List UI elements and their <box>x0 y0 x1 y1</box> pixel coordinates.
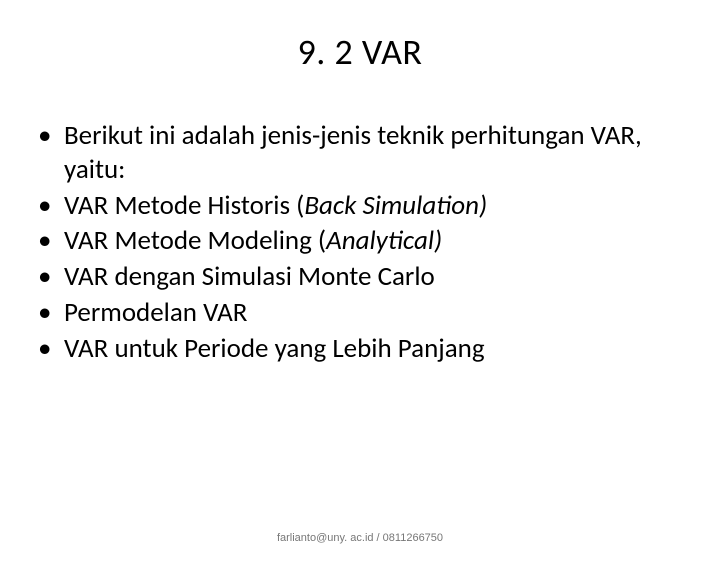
list-item: Permodelan VAR <box>38 296 680 330</box>
bullet-text: Berikut ini adalah jenis-jenis teknik pe… <box>64 119 642 186</box>
bullet-text: VAR untuk Periode yang Lebih Panjang <box>64 332 485 365</box>
bullet-list: Berikut ini adalah jenis-jenis teknik pe… <box>0 119 720 365</box>
list-item: VAR Metode Modeling (Analytical) <box>38 224 680 258</box>
bullet-text: VAR dengan Simulasi Monte Carlo <box>64 260 435 293</box>
footer-text: farlianto@uny. ac.id / 0811266750 <box>0 532 720 544</box>
list-item: Berikut ini adalah jenis-jenis teknik pe… <box>38 119 680 187</box>
bullet-text: Permodelan VAR <box>64 296 247 329</box>
bullet-text: VAR Metode Modeling ( <box>64 224 326 257</box>
bullet-text-italic: Back Simulation) <box>304 189 487 222</box>
bullet-text: VAR Metode Historis ( <box>64 189 304 222</box>
list-item: VAR untuk Periode yang Lebih Panjang <box>38 332 680 366</box>
list-item: VAR Metode Historis (Back Simulation) <box>38 189 680 223</box>
slide-title: 9. 2 VAR <box>0 30 720 74</box>
list-item: VAR dengan Simulasi Monte Carlo <box>38 260 680 294</box>
bullet-text-italic: Analytical) <box>326 224 442 257</box>
